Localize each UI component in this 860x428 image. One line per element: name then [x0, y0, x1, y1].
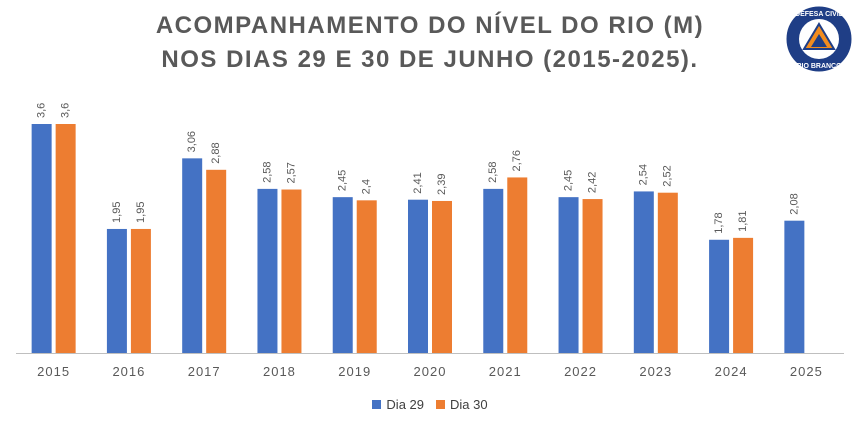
bar-dia30-2016	[130, 228, 151, 353]
x-tick-label-2023: 2023	[639, 364, 672, 379]
data-label-dia29-2016: 1,95	[111, 202, 123, 223]
x-tick-label-2018: 2018	[263, 364, 296, 379]
svg-text:RIO BRANCO: RIO BRANCO	[796, 63, 842, 70]
data-label-dia30-2022: 2,42	[586, 172, 598, 193]
data-label-dia29-2018: 2,58	[261, 161, 273, 182]
x-tick-label-2024: 2024	[715, 364, 748, 379]
data-label-dia30-2021: 2,76	[511, 150, 523, 171]
x-tick-label-2019: 2019	[338, 364, 371, 379]
legend-item-dia29: Dia 29	[372, 397, 424, 412]
defesa-civil-logo: DEFESA CIVIL RIO BRANCO	[785, 5, 853, 73]
bar-dia30-2021	[507, 177, 528, 353]
x-tick-label-2017: 2017	[188, 364, 221, 379]
bar-dia30-2015	[55, 124, 76, 353]
bar-dia30-2020	[432, 200, 452, 353]
data-label-dia29-2017: 3,06	[186, 131, 198, 152]
legend-label-dia29: Dia 29	[386, 397, 424, 412]
legend-swatch-dia30	[436, 400, 445, 409]
bar-dia29-2020	[408, 199, 428, 353]
chart-subtitle: NOS DIAS 29 E 30 DE JUNHO (2015-2025).	[161, 46, 699, 73]
data-label-dia30-2018: 2,57	[285, 162, 297, 183]
data-label-dia30-2020: 2,39	[436, 174, 448, 195]
bar-dia30-2023	[657, 192, 678, 353]
bar-dia29-2018	[257, 188, 278, 353]
x-tick-label-2015: 2015	[37, 364, 70, 379]
data-label-dia30-2016: 1,95	[135, 202, 147, 223]
data-label-dia29-2024: 1,78	[713, 212, 725, 233]
data-label-dia30-2015: 3,6	[60, 103, 72, 118]
data-label-dia29-2019: 2,45	[337, 170, 349, 191]
bar-dia29-2015	[31, 124, 52, 353]
data-label-dia29-2015: 3,6	[36, 103, 48, 118]
x-tick-label-2025: 2025	[790, 364, 823, 379]
x-tick-label-2020: 2020	[414, 364, 447, 379]
bar-dia30-2022	[582, 199, 603, 353]
bar-dia29-2021	[483, 188, 504, 353]
bar-dia30-2019	[356, 200, 377, 353]
bar-dia30-2024	[733, 237, 754, 353]
chart-legend: Dia 29 Dia 30	[0, 397, 860, 412]
data-label-dia29-2021: 2,58	[487, 161, 499, 182]
legend-label-dia30: Dia 30	[450, 397, 488, 412]
bar-dia29-2023	[633, 191, 654, 353]
bar-dia29-2017	[182, 158, 203, 353]
bar-dia29-2025	[784, 220, 805, 353]
data-label-dia30-2024: 1,81	[737, 210, 749, 231]
bar-dia29-2016	[106, 228, 127, 353]
legend-item-dia30: Dia 30	[436, 397, 488, 412]
data-label-dia30-2017: 2,88	[210, 142, 222, 163]
data-label-dia29-2023: 2,54	[638, 164, 650, 185]
bar-dia30-2017	[206, 169, 227, 353]
legend-swatch-dia29	[372, 400, 382, 409]
x-tick-label-2022: 2022	[564, 364, 597, 379]
x-tick-label-2021: 2021	[489, 364, 522, 379]
data-label-dia29-2022: 2,45	[562, 170, 574, 191]
bar-dia30-2018	[281, 189, 302, 353]
chart-title: ACOMPANHAMENTO DO NÍVEL DO RIO (M)	[155, 12, 705, 39]
data-label-dia29-2025: 2,08	[788, 193, 800, 214]
data-label-dia29-2020: 2,41	[412, 172, 424, 193]
x-tick-label-2016: 2016	[112, 364, 145, 379]
bar-dia29-2019	[332, 197, 353, 353]
bar-dia29-2024	[709, 239, 730, 353]
data-label-dia30-2019: 2,4	[361, 179, 373, 194]
bar-dia29-2022	[558, 197, 579, 353]
svg-text:DEFESA CIVIL: DEFESA CIVIL	[795, 11, 844, 18]
data-label-dia30-2023: 2,52	[662, 165, 674, 186]
